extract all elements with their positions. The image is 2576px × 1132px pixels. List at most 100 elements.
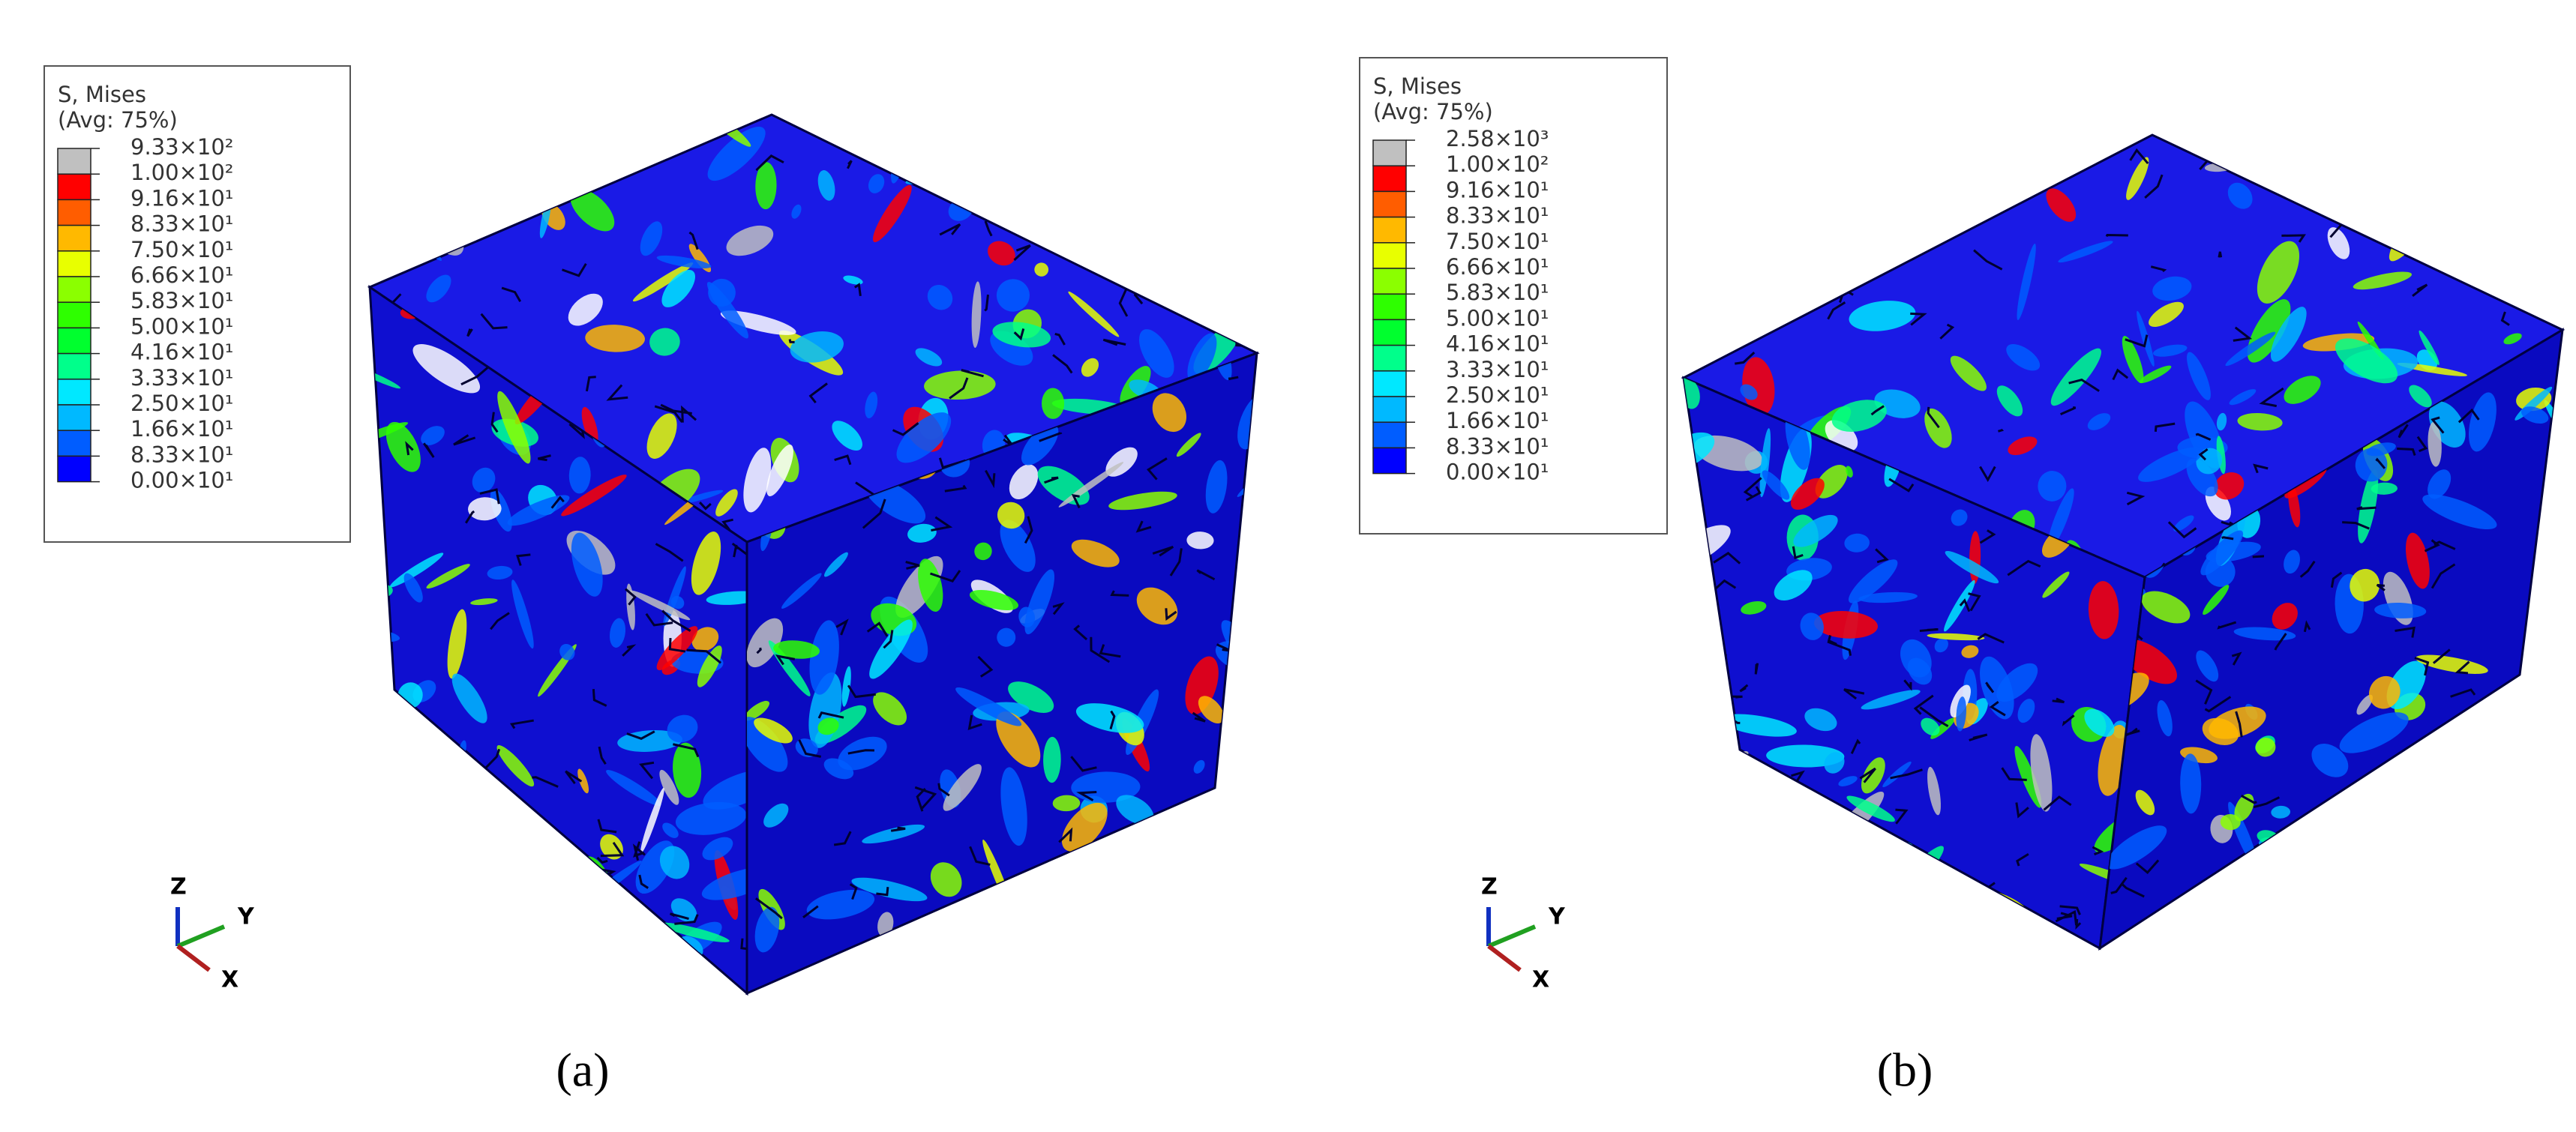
stress-spot [2229,389,2257,406]
stress-spot [1176,433,1201,457]
stress-spot [2203,585,2230,615]
mesh-edge [596,856,608,864]
mesh-edge [405,945,422,954]
stress-spot [2042,571,2070,598]
mesh-edge [2500,311,2510,326]
mesh-edge [1827,301,1846,320]
stress-spot [1831,400,1887,432]
stress-spot [1861,690,1921,710]
stress-spot [2209,706,2266,739]
mesh-edge [597,819,617,834]
stress-spot [706,591,747,605]
mesh-edge [1152,545,1174,557]
stress-spot [2186,458,2218,497]
mesh-edge [1711,579,1737,593]
mesh-edge [2240,794,2257,804]
mesh-edge [1713,552,1741,565]
stress-spot [2415,654,2488,674]
stress-spot [2291,930,2318,948]
triad-y [176,924,226,948]
legend-swatch [57,224,91,252]
stress-spot [2350,879,2410,928]
mesh-edge [466,328,473,337]
stress-spot [841,666,851,707]
stress-spot [656,255,712,269]
mesh-edge [2303,620,2311,633]
stress-spot [2403,135,2419,157]
mesh-edge [2233,326,2253,342]
stress-spot [1934,638,1948,653]
stress-spot [1759,428,1771,498]
stress-spot [1735,848,1748,856]
stress-spot [403,796,455,857]
mesh-edge [460,367,489,386]
stress-spot [2180,753,2202,814]
stress-spot [873,692,907,726]
stress-spot [466,188,489,214]
mesh-edge [1228,376,1239,381]
stress-spot [559,643,575,660]
stress-spot [1900,639,1932,678]
mesh-edge [1791,770,1805,785]
stress-spot [673,742,702,798]
stress-spot [2339,712,2409,753]
stress-spot [2374,602,2427,618]
mesh-edge [1985,681,1995,693]
stress-spot [497,391,531,464]
stress-spot [918,559,943,612]
mesh-edge [788,339,795,343]
mesh-edge [1686,726,1707,745]
mesh-edge [2092,846,2104,856]
triad-label: Y [1548,904,1566,930]
legend-label: 5.83×10¹ [130,288,233,313]
legend-label: 5.83×10¹ [1446,280,1549,305]
stress-spot [413,902,435,954]
mesh-edge [586,940,601,957]
mesh-edge [1723,891,1738,903]
mesh-edge [2043,795,2072,811]
mesh-edge [2235,711,2243,738]
stress-spot [370,211,388,231]
mesh-edge [2195,433,2212,441]
legend-label: 5.00×10¹ [1446,305,1549,331]
stress-spot [2532,585,2563,650]
mesh-edge [1070,756,1097,772]
stress-spot [661,270,695,307]
triad-y [1487,924,1537,948]
stress-spot [1069,136,1099,182]
stress-spot [2353,915,2381,932]
stress-spot [869,619,913,679]
mesh-edge [2466,744,2475,753]
mesh-edge [2150,265,2167,272]
mesh-edge [2405,900,2416,914]
mesh-edge [495,930,514,944]
mesh-edge [2398,861,2410,884]
stress-spot [2257,241,2300,304]
stress-spot [1756,178,1786,208]
legend-swatch [57,199,91,226]
stress-spot [2196,650,2219,682]
legend-swatch [1372,370,1407,397]
cube-right-face [745,351,1258,996]
mesh-edge [1927,406,1940,429]
mesh-edge [2353,873,2377,885]
mesh-edge [1044,476,1059,484]
legend-swatch [1372,242,1407,269]
mesh-edge [752,115,784,116]
mesh-edge [2001,767,2027,781]
mesh-edge [1704,697,1723,722]
stress-spot [1111,860,1134,880]
mesh-edge [2060,406,2077,416]
stress-spot [2416,744,2442,789]
stress-spot [1692,618,1705,646]
mesh-edge [1754,663,1759,675]
stress-spot [2106,825,2167,870]
mesh-edge [1939,323,1955,340]
stress-spot [1980,656,2014,720]
stress-spot [1064,205,1124,232]
mesh-edge [1748,791,1763,819]
mesh-edge [1786,863,1805,873]
stress-spot [2496,169,2519,193]
stress-spot [1790,478,1825,510]
mesh-edge [550,496,565,509]
